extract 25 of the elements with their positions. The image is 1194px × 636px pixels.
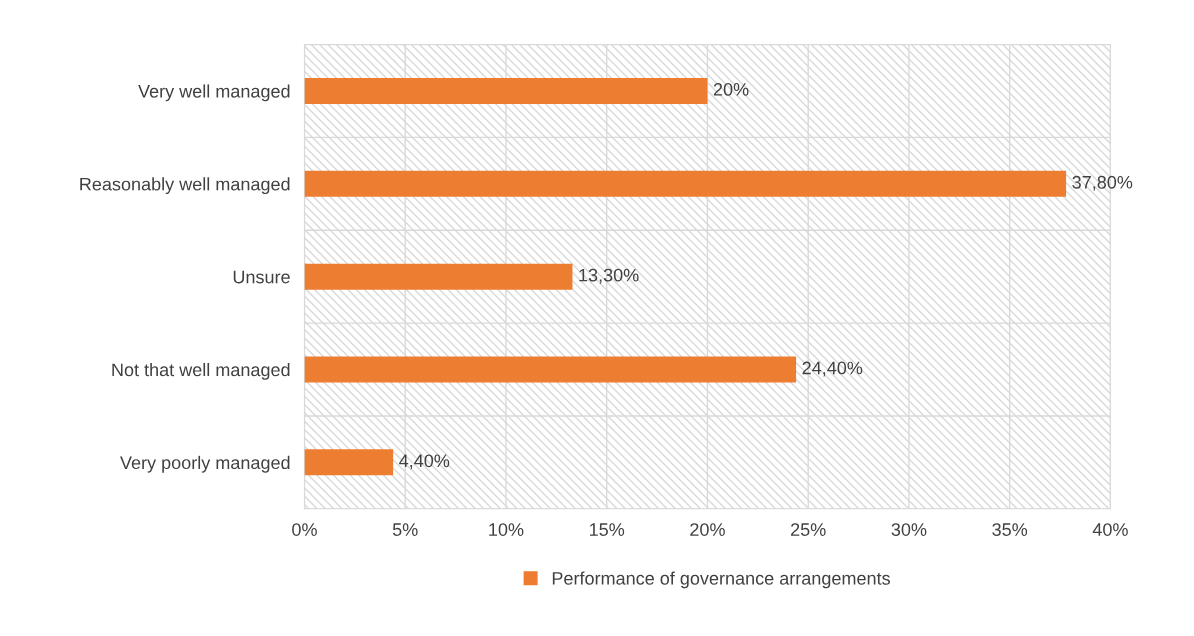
x-tick-label: 0% [292, 523, 317, 536]
y-tick-label: Very poorly managed [120, 455, 290, 473]
x-tick-label: 20% [690, 523, 725, 536]
data-label: 13,30% [579, 268, 639, 284]
bar [304, 356, 797, 383]
y-tick-label: Very well managed [138, 84, 290, 102]
x-tick-label: 30% [891, 523, 927, 536]
y-tick-label: Unsure [233, 270, 290, 284]
data-label: 37,80% [1072, 175, 1133, 191]
bar [304, 263, 573, 290]
bar [304, 170, 1067, 197]
data-label: 20% [713, 83, 749, 96]
x-tick-label: 15% [590, 523, 625, 536]
x-tick-label: 10% [489, 523, 524, 536]
data-label: 4,40% [399, 454, 450, 470]
x-tick-label: 40% [1092, 523, 1128, 536]
x-tick-label: 35% [992, 523, 1028, 536]
legend-label: Performance of governance arrangements [552, 571, 890, 589]
data-label: 24,40% [802, 361, 863, 377]
x-tick-label: 5% [392, 523, 418, 536]
bar [304, 77, 708, 104]
bar [304, 449, 394, 476]
y-tick-label: Not that well managed [112, 362, 290, 380]
x-tick-label: 25% [791, 523, 826, 536]
y-tick-label: Reasonably well managed [80, 177, 290, 195]
